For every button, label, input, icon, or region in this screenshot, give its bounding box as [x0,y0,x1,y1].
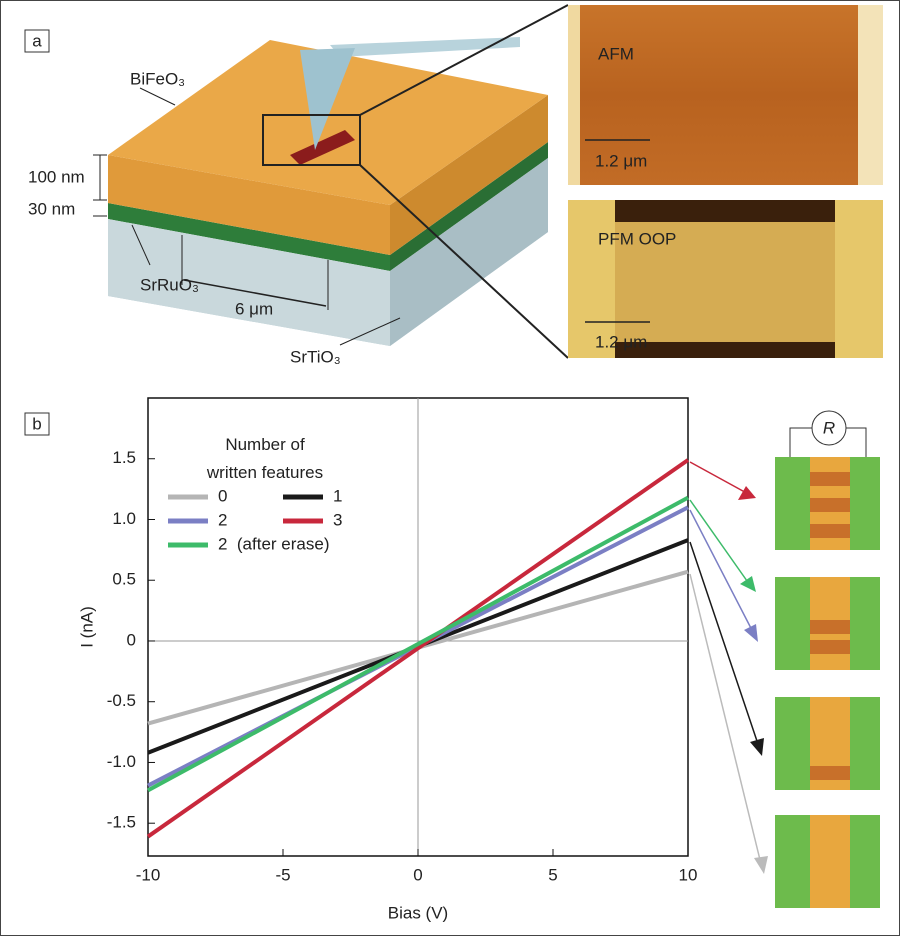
y-tick-label: 1.0 [112,509,136,528]
device-schematics [690,411,880,908]
layer-label: BiFeO₃ [130,69,185,88]
layer-label: SrTiO₃ [290,347,341,366]
dimension-label: 30 nm [28,199,75,218]
legend-label: 3 [333,510,342,529]
image-title: AFM [598,44,634,63]
legend-label: 2 (after erase) [218,534,330,553]
x-tick-label: -5 [275,865,290,884]
y-tick-label: -0.5 [107,691,136,710]
panel-label: a [32,31,42,50]
legend-label: 1 [333,486,342,505]
figure: a BiFeO₃ SrRuO₃ SrTiO₃ 100 nm 30 nm 6 μm… [0,0,900,936]
x-tick-label: -10 [136,865,161,884]
y-tick-label: 0 [127,630,136,649]
legend-label: 2 [218,510,227,529]
scale-label: 1.2 μm [595,151,647,170]
y-tick-label: -1.5 [107,813,136,832]
y-tick-label: 0.5 [112,570,136,589]
dimension-label: 100 nm [28,167,85,186]
image-title: PFM OOP [598,229,676,248]
device-illustration [93,5,568,358]
x-tick-label: 5 [548,865,557,884]
y-tick-label: 1.5 [112,448,136,467]
y-tick-label: -1.0 [107,752,136,771]
layer-label: SrRuO₃ [140,275,199,294]
y-axis-label: I (nA) [77,606,96,648]
scale-label: 1.2 μm [595,332,647,351]
resistor-label: R [823,418,835,437]
x-axis-label: Bias (V) [388,903,448,922]
x-tick-label: 0 [413,865,422,884]
panel-label: b [32,414,41,433]
dimension-label: 6 μm [235,299,273,318]
legend-label: 0 [218,486,227,505]
x-tick-label: 10 [679,865,698,884]
